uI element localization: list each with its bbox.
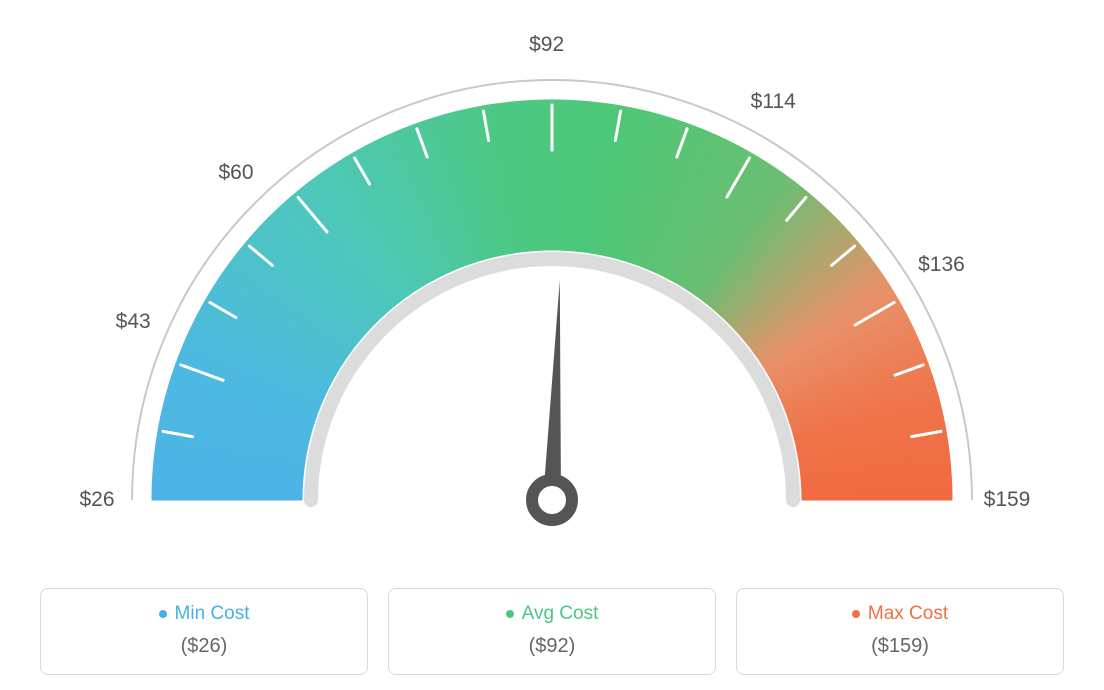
legend-title-min: Min Cost bbox=[159, 603, 250, 625]
legend-label-min: Min Cost bbox=[175, 603, 250, 625]
legend-title-avg: Avg Cost bbox=[506, 603, 599, 625]
legend-row: Min Cost ($26) Avg Cost ($92) Max Cost (… bbox=[0, 588, 1104, 675]
cost-gauge-widget: $26 $43 $60 $92 $114 $136 $159 Min Cost ($26) … bbox=[0, 0, 1104, 690]
legend-dot-max bbox=[852, 610, 860, 618]
legend-value-max: ($159) bbox=[747, 635, 1053, 658]
legend-value-min: ($26) bbox=[51, 635, 357, 658]
gauge-area: $26 $43 $60 $92 $114 $136 $159 bbox=[0, 0, 1104, 570]
gauge-tick-label: $114 bbox=[751, 90, 796, 114]
gauge-tick-label: $159 bbox=[984, 488, 1031, 512]
legend-dot-min bbox=[159, 610, 167, 618]
legend-label-max: Max Cost bbox=[868, 603, 948, 625]
gauge-tick-label: $136 bbox=[918, 253, 965, 277]
legend-label-avg: Avg Cost bbox=[522, 603, 599, 625]
legend-card-min: Min Cost ($26) bbox=[40, 588, 368, 675]
legend-card-avg: Avg Cost ($92) bbox=[388, 588, 716, 675]
legend-dot-avg bbox=[506, 610, 514, 618]
gauge-tick-label: $26 bbox=[79, 488, 114, 512]
legend-title-max: Max Cost bbox=[852, 603, 948, 625]
gauge-svg bbox=[0, 0, 1104, 570]
gauge-tick-label: $92 bbox=[529, 33, 564, 57]
gauge-tick-label: $43 bbox=[116, 310, 151, 334]
legend-value-avg: ($92) bbox=[399, 635, 705, 658]
gauge-tick-label: $60 bbox=[218, 161, 253, 185]
legend-card-max: Max Cost ($159) bbox=[736, 588, 1064, 675]
